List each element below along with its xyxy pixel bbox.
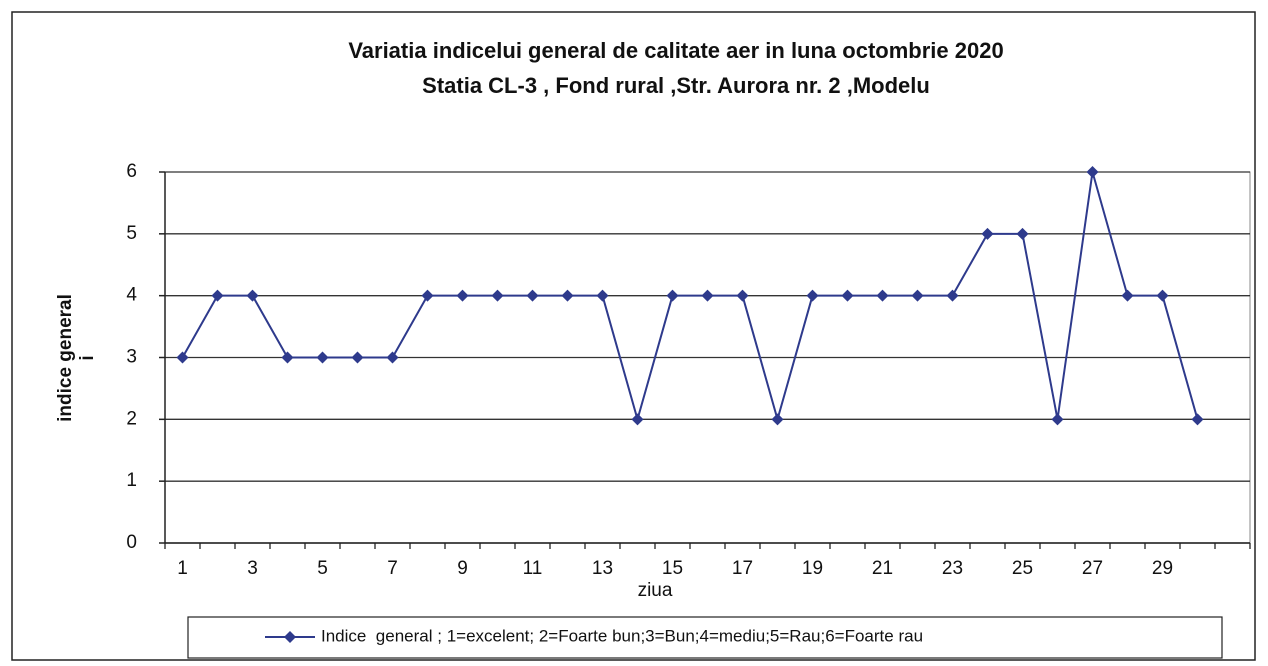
data-point [631,413,644,426]
x-tick-label: 3 [247,558,258,579]
data-point [526,289,539,302]
legend-label: Indice general ; 1=excelent; 2=Foarte bu… [321,626,923,645]
x-tick-label: 21 [872,558,893,579]
data-point [596,289,609,302]
data-point [701,289,714,302]
chart-frame [11,11,1256,661]
data-point [456,289,469,302]
x-tick-label: 23 [942,558,963,579]
data-point [771,413,784,426]
x-tick-label: 7 [387,558,398,579]
data-point [981,227,994,240]
y-tick-label: 0 [126,532,137,553]
data-point [806,289,819,302]
data-point [211,289,224,302]
data-point [421,289,434,302]
y-tick-label: 6 [126,161,137,182]
data-point [911,289,924,302]
x-tick-label: 1 [177,558,188,579]
data-point [876,289,889,302]
data-point [1191,413,1204,426]
data-point [281,351,294,364]
data-point [386,351,399,364]
data-point [351,351,364,364]
data-point [1051,413,1064,426]
x-tick-label: 5 [317,558,328,579]
legend-box [187,616,1223,659]
y-tick-label: 1 [126,470,137,491]
x-tick-label: 25 [1012,558,1033,579]
legend-marker [284,631,296,643]
data-point [316,351,329,364]
y-tick-label: 3 [126,347,137,368]
data-point [946,289,959,302]
data-point [736,289,749,302]
data-point [246,289,259,302]
y-axis-label: indice general i [55,294,98,422]
x-tick-label: 29 [1152,558,1173,579]
data-point [1016,227,1029,240]
data-point [176,351,189,364]
data-point [666,289,679,302]
x-axis-label: ziua [638,580,673,601]
data-point [1086,166,1099,178]
x-tick-label: 9 [457,558,468,579]
x-tick-label: 15 [662,558,683,579]
data-point [841,289,854,302]
chart-subtitle: Statia CL-3 , Fond rural ,Str. Aurora nr… [422,73,930,98]
x-tick-label: 13 [592,558,613,579]
x-tick-label: 27 [1082,558,1103,579]
chart-title: Variatia indicelui general de calitate a… [348,38,1003,63]
x-tick-label: 19 [802,558,823,579]
y-tick-label: 5 [126,223,137,244]
data-point [1156,289,1169,302]
data-point [1121,289,1134,302]
data-point [491,289,504,302]
y-tick-label: 2 [126,408,137,429]
x-tick-label: 11 [523,558,543,579]
x-tick-label: 17 [732,558,753,579]
data-point [561,289,574,302]
y-axis-label-line: i [77,355,98,360]
y-axis-label-line: indice general [55,294,76,422]
y-tick-label: 4 [126,285,137,306]
